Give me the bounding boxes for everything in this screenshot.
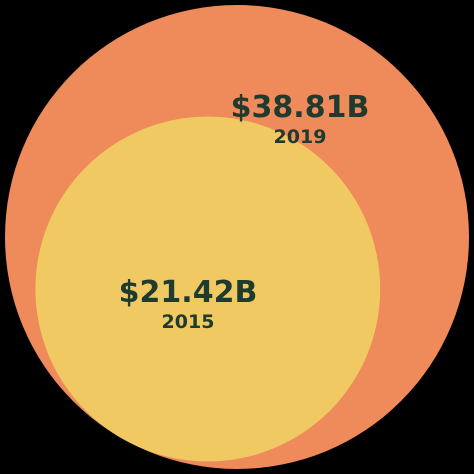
year-label-2015: 2015 xyxy=(162,311,215,333)
value-label-2015: $21.42B xyxy=(119,275,258,310)
year-label-2019: 2019 xyxy=(274,126,327,148)
value-label-2019: $38.81B xyxy=(231,90,370,125)
bubble-2015 xyxy=(35,116,381,462)
